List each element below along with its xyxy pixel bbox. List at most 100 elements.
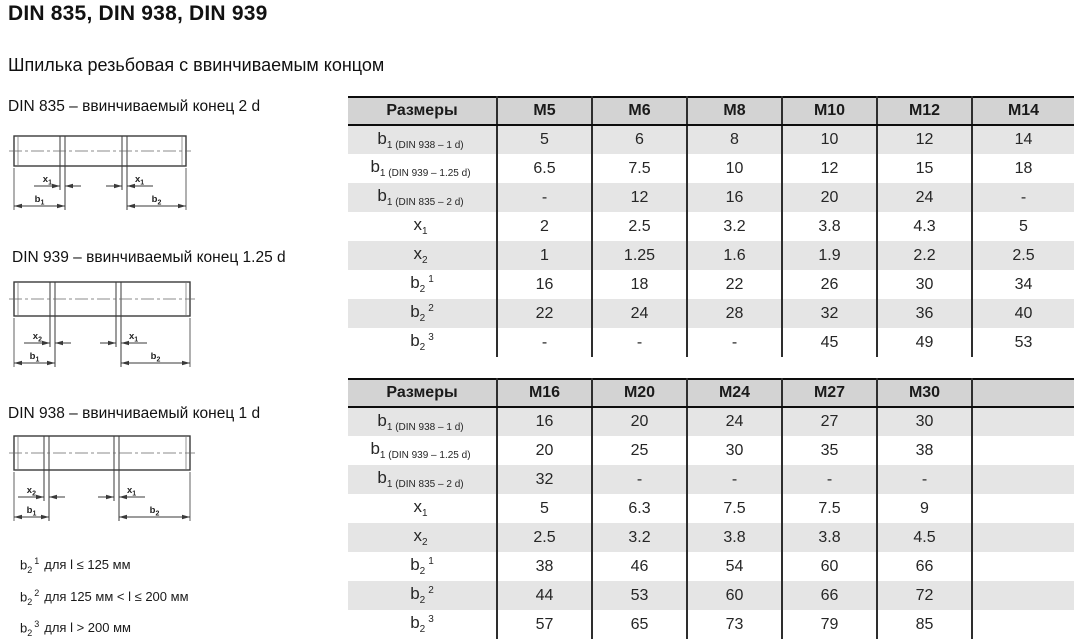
value-cell: 66 bbox=[876, 552, 972, 581]
column-header-cell: M10 bbox=[781, 97, 877, 126]
value-cell: 1.6 bbox=[686, 241, 782, 270]
value-cell: - bbox=[971, 183, 1074, 212]
value-cell: 1.25 bbox=[591, 241, 687, 270]
value-cell: 30 bbox=[686, 436, 782, 465]
value-cell: 20 bbox=[496, 436, 592, 465]
row-label-cell: b1 (DIN 939 – 1.25 d) bbox=[370, 439, 471, 462]
row-label-cell: b1 (DIN 938 – 1 d) bbox=[348, 125, 497, 154]
column-header-cell: M6 bbox=[591, 97, 687, 126]
column-header-cell: M12 bbox=[876, 97, 972, 126]
value-cell: 7.5 bbox=[686, 494, 782, 523]
value-cell: 38 bbox=[496, 552, 592, 581]
value-cell: 65 bbox=[591, 610, 687, 639]
table-row: b1 (DIN 938 – 1 d) 5 6 8 10 12 14 bbox=[348, 125, 1074, 154]
value-cell: 7.5 bbox=[591, 154, 687, 183]
row-label-cell: b1 (DIN 938 – 1 d) bbox=[348, 407, 497, 436]
value-cell: 16 bbox=[496, 407, 592, 436]
stud-diagram-din835: x1 x1 b1 b2 bbox=[9, 135, 191, 210]
value-cell: 60 bbox=[781, 552, 877, 581]
value-cell: 53 bbox=[971, 328, 1074, 357]
value-cell: 16 bbox=[686, 183, 782, 212]
dim-label-x-left: x2 bbox=[27, 485, 36, 498]
value-cell: 57 bbox=[496, 610, 592, 639]
table-row: b22 44 53 60 66 72 bbox=[348, 581, 1074, 610]
value-cell: 2.5 bbox=[971, 241, 1074, 270]
value-cell: 12 bbox=[876, 125, 972, 154]
value-cell: 45 bbox=[781, 328, 877, 357]
column-header-cell: M5 bbox=[496, 97, 592, 126]
value-cell: - bbox=[781, 465, 877, 494]
value-cell: 53 bbox=[591, 581, 687, 610]
value-cell: 5 bbox=[971, 212, 1074, 241]
row-label-cell: b1 (DIN 835 – 2 d) bbox=[348, 183, 497, 212]
dim-label-x-right: x1 bbox=[129, 331, 138, 344]
dim-label-b1: b1 bbox=[30, 351, 40, 364]
value-cell: 6 bbox=[591, 125, 687, 154]
dim-label-b2: b2 bbox=[150, 505, 160, 518]
dim-label-b2: b2 bbox=[151, 351, 161, 364]
table-row: b1 (DIN 835 – 2 d) 32- - - - bbox=[348, 465, 1074, 494]
value-cell: 20 bbox=[591, 407, 687, 436]
value-cell: 28 bbox=[686, 299, 782, 328]
dim-label-x-left: x1 bbox=[43, 174, 52, 187]
value-cell: 40 bbox=[971, 299, 1074, 328]
value-cell: 24 bbox=[686, 407, 782, 436]
row-label-cell: b22 bbox=[348, 299, 497, 328]
table-row: b1 (DIN 939 – 1.25 d) 6.5 7.5 10 12 15 18 bbox=[348, 154, 1074, 183]
value-cell: 49 bbox=[876, 328, 972, 357]
value-cell: 2.5 bbox=[496, 523, 592, 552]
footnote-b2-3: b23 для l > 200 мм bbox=[20, 619, 131, 638]
value-cell: 24 bbox=[591, 299, 687, 328]
row-label-cell: x1 bbox=[413, 215, 428, 238]
value-cell: 35 bbox=[781, 436, 877, 465]
value-cell: 22 bbox=[686, 270, 782, 299]
value-cell: 54 bbox=[686, 552, 782, 581]
value-cell: 2 bbox=[496, 212, 592, 241]
table-row: b23 57 65 73 79 85 bbox=[348, 610, 1074, 639]
value-cell: 6.3 bbox=[591, 494, 687, 523]
page-title: DIN 835, DIN 938, DIN 939 bbox=[8, 2, 268, 25]
column-header-cell: M16 bbox=[496, 379, 592, 408]
row-label-cell: b23 bbox=[410, 613, 434, 636]
value-cell bbox=[971, 407, 1074, 436]
value-cell: 18 bbox=[591, 270, 687, 299]
value-cell: - bbox=[686, 465, 782, 494]
value-cell: 4.5 bbox=[876, 523, 972, 552]
column-header-cell: M14 bbox=[971, 97, 1074, 126]
table-row: x2 1 1.25 1.6 1.9 2.2 2.5 bbox=[348, 241, 1074, 270]
table-row: b1 (DIN 938 – 1 d) 16 20 24 27 30 bbox=[348, 407, 1074, 436]
value-cell: - bbox=[496, 328, 592, 357]
value-cell: 18 bbox=[971, 154, 1074, 183]
value-cell: 3.8 bbox=[686, 523, 782, 552]
column-header-cell: M20 bbox=[591, 379, 687, 408]
value-cell: 8 bbox=[686, 125, 782, 154]
value-cell: 5 bbox=[496, 125, 592, 154]
value-cell: 3.8 bbox=[781, 212, 877, 241]
value-cell: 2.5 bbox=[591, 212, 687, 241]
dim-label-b2: b2 bbox=[152, 194, 162, 207]
value-cell: 16 bbox=[496, 270, 592, 299]
column-header-cell bbox=[971, 379, 1074, 408]
value-cell: 1 bbox=[496, 241, 592, 270]
dim-label-x-right: x1 bbox=[135, 174, 144, 187]
value-cell: - bbox=[496, 183, 592, 212]
value-cell bbox=[971, 610, 1074, 639]
column-header-cell: M8 bbox=[686, 97, 782, 126]
value-cell: 32 bbox=[496, 465, 592, 494]
row-label-cell: x2 bbox=[348, 523, 497, 552]
table-header-row: Размеры M16 M20 M24 M27 M30 bbox=[348, 379, 1074, 408]
value-cell bbox=[971, 581, 1074, 610]
value-cell bbox=[971, 465, 1074, 494]
value-cell: 30 bbox=[876, 407, 972, 436]
value-cell: 24 bbox=[876, 183, 972, 212]
value-cell: 20 bbox=[781, 183, 877, 212]
column-header-cell: M30 bbox=[876, 379, 972, 408]
value-cell: 73 bbox=[686, 610, 782, 639]
value-cell: 22 bbox=[496, 299, 592, 328]
row-label-cell: b1 (DIN 939 – 1.25 d) bbox=[370, 157, 471, 180]
value-cell: 12 bbox=[591, 183, 687, 212]
value-cell: 6.5 bbox=[496, 154, 592, 183]
value-cell: 38 bbox=[876, 436, 972, 465]
table-row: b23- - -45 49 53 bbox=[348, 328, 1074, 357]
